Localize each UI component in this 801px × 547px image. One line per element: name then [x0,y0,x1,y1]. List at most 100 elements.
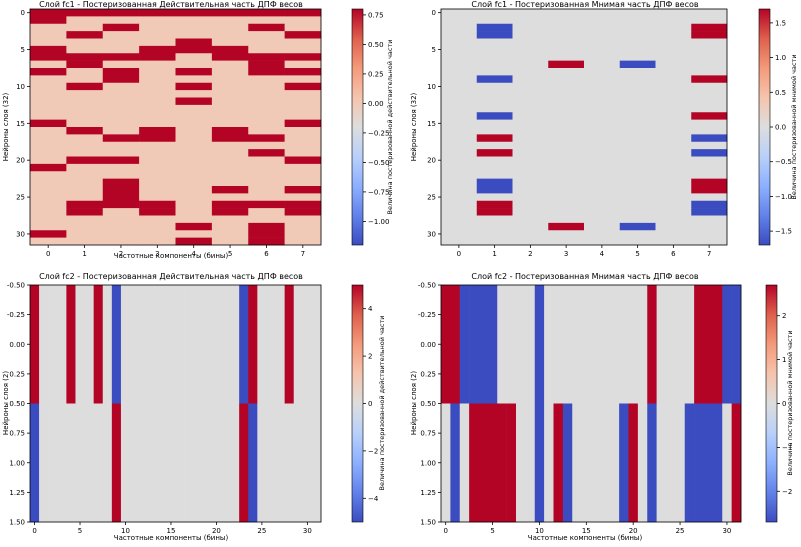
heatmap-cell [211,45,249,54]
heatmap-cell [675,285,686,404]
heatmap-cell [248,285,258,404]
heatmap-cell [211,90,249,98]
heatmap-cell [691,141,728,150]
heatmap-cell [619,45,656,54]
heatmap-cell [248,186,285,194]
heatmap-cell [534,285,545,404]
heatmap-cell [39,285,49,404]
heatmap-cell [211,16,249,25]
heatmap-cell [655,186,692,194]
heatmap-cell [284,82,322,91]
heatmap-cell [548,31,585,39]
heatmap-cell [441,104,478,113]
heatmap-cell [694,403,704,523]
heatmap-cell [248,171,285,179]
heatmap-cell [175,23,213,32]
y-tick-label: 15 [427,120,436,128]
heatmap-cell [102,149,140,157]
heatmap-cell [548,9,585,17]
heatmap-cell [691,60,728,69]
colorbar-tick-label: −0.50 [368,159,389,167]
heatmap-cell [102,222,140,231]
heatmap-cell [584,222,621,231]
heatmap-cell [584,237,621,246]
heatmap-cell [139,200,176,209]
heatmap-cell [102,171,140,179]
heatmap-cell [139,208,176,216]
y-tick-label: 0.50 [420,400,436,408]
heatmap-cell [655,75,692,84]
heatmap-cell [130,285,140,404]
heatmap-cell [139,193,176,202]
heatmap-cell [248,134,285,143]
heatmap-cell [548,222,585,231]
heatmap-cell [655,31,692,39]
colorbar-tick-label: −1.5 [775,228,792,236]
heatmap-cell [548,200,585,209]
heatmap-cell [211,208,249,216]
y-tick-label: 5 [21,46,25,54]
heatmap-cell [703,285,714,404]
heatmap-cell [102,208,140,216]
heatmap-cell [30,156,67,165]
heatmap-cell [441,208,478,216]
heatmap-cell [619,156,656,165]
heatmap-cell [30,208,67,216]
y-tick-label: 5 [432,46,436,54]
heatmap-cell [139,82,176,91]
heatmap-cell [666,285,676,404]
heatmap-cell [284,285,295,404]
heatmap-cell [450,403,461,523]
heatmap-cell [553,403,564,523]
heatmap-cell [84,403,94,523]
heatmap-cell [476,215,513,224]
heatmap-cell [57,285,67,404]
heatmap-cell [139,112,176,120]
heatmap-cell [655,68,692,76]
heatmap-cell [548,112,585,120]
heatmap-cell [211,163,249,172]
heatmap-cell [302,285,313,404]
y-tick-label: 0 [21,9,25,17]
x-tick-label: 3 [564,250,568,258]
y-tick-label: 1.50 [9,519,25,527]
heatmap-cell [548,215,585,224]
heatmap-cell [284,90,322,98]
x-tick-label: 0 [32,527,36,535]
heatmap-cell [441,119,478,128]
heatmap-cell [284,149,322,157]
heatmap-cell [655,141,692,150]
heatmap-cell [476,82,513,91]
heatmap-cell [619,97,656,106]
heatmap-cell [691,200,728,209]
heatmap-cell [175,104,213,113]
heatmap-cell [175,45,213,54]
heatmap-cell [584,90,621,98]
heatmap-cell [166,285,176,404]
y-tick-label: 25 [427,194,436,202]
heatmap-cell [584,60,621,69]
heatmap-cell [506,403,517,523]
heatmap-cell [691,208,728,216]
y-tick-label: 0.25 [420,370,436,378]
heatmap-cell [175,237,213,246]
y-axis-label: Нейроны слоя (2) [2,371,10,435]
heatmap-cell [66,156,104,165]
heatmap-cell [284,156,322,165]
colorbar-tick-label: −1.0 [775,193,792,201]
heatmap-cell [548,104,585,113]
x-tick-label: 10 [121,527,130,535]
heatmap-cell [655,16,692,25]
heatmap-cell [230,285,240,404]
heatmap-cell [441,178,478,187]
chart-4: 0 5 10 15 20 25 30-0.50-0.250.000.250.500.751.… [410,272,794,542]
heatmap-cell [311,285,322,404]
heatmap-cell [656,403,667,523]
x-tick-label: 25 [257,527,266,535]
heatmap-cell [684,285,695,404]
heatmap-cell [476,156,513,165]
heatmap-cell [30,403,40,523]
heatmap-cell [102,186,140,194]
heatmap-cell [30,178,67,187]
heatmap-cell [441,82,478,91]
